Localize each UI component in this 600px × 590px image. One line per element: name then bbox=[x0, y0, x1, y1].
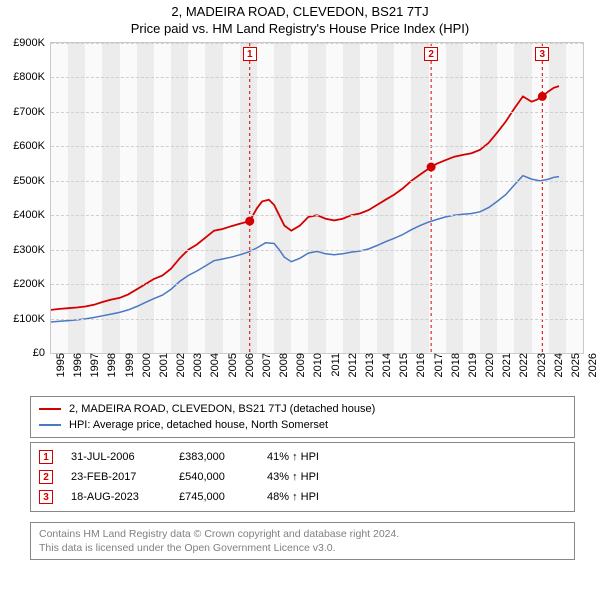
legend-label-property: 2, MADEIRA ROAD, CLEVEDON, BS21 7TJ (det… bbox=[69, 401, 375, 417]
marker-dot bbox=[427, 163, 435, 171]
y-tick-label: £600K bbox=[13, 140, 51, 152]
x-tick-label: 2008 bbox=[274, 353, 290, 377]
event-date: 31-JUL-2006 bbox=[71, 447, 161, 467]
y-tick-label: £0 bbox=[33, 347, 51, 359]
x-tick-label: 1998 bbox=[102, 353, 118, 377]
event-price: £745,000 bbox=[179, 487, 249, 507]
event-row: 1 31-JUL-2006 £383,000 41% ↑ HPI bbox=[39, 447, 566, 467]
marker-number-box: 2 bbox=[424, 47, 438, 61]
x-tick-label: 2005 bbox=[223, 353, 239, 377]
event-price: £540,000 bbox=[179, 467, 249, 487]
x-tick-label: 2004 bbox=[205, 353, 221, 377]
y-tick-label: £700K bbox=[13, 106, 51, 118]
x-tick-label: 2023 bbox=[532, 353, 548, 377]
event-number-box: 3 bbox=[39, 490, 53, 504]
gridline-h bbox=[51, 250, 583, 251]
x-tick-label: 1995 bbox=[51, 353, 67, 377]
y-tick-label: £200K bbox=[13, 278, 51, 290]
chart-title-line2: Price paid vs. HM Land Registry's House … bbox=[0, 21, 600, 36]
footer-box: Contains HM Land Registry data © Crown c… bbox=[30, 522, 575, 560]
event-pct: 43% ↑ HPI bbox=[267, 467, 319, 487]
event-number-box: 1 bbox=[39, 450, 53, 464]
x-tick-label: 1996 bbox=[68, 353, 84, 377]
event-pct: 48% ↑ HPI bbox=[267, 487, 319, 507]
x-tick-label: 2007 bbox=[257, 353, 273, 377]
y-tick-label: £800K bbox=[13, 71, 51, 83]
footer-line2: This data is licensed under the Open Gov… bbox=[39, 541, 566, 555]
y-tick-label: £500K bbox=[13, 175, 51, 187]
x-tick-label: 2015 bbox=[394, 353, 410, 377]
gridline-h bbox=[51, 319, 583, 320]
legend-box: 2, MADEIRA ROAD, CLEVEDON, BS21 7TJ (det… bbox=[30, 396, 575, 438]
event-pct: 41% ↑ HPI bbox=[267, 447, 319, 467]
event-row: 3 18-AUG-2023 £745,000 48% ↑ HPI bbox=[39, 487, 566, 507]
x-tick-label: 2006 bbox=[240, 353, 256, 377]
x-tick-label: 2011 bbox=[326, 353, 342, 377]
event-number-box: 2 bbox=[39, 470, 53, 484]
y-tick-label: £900K bbox=[13, 37, 51, 49]
chart-svg bbox=[51, 43, 583, 353]
marker-number-box: 3 bbox=[535, 47, 549, 61]
x-tick-label: 2019 bbox=[463, 353, 479, 377]
x-tick-label: 2026 bbox=[583, 353, 599, 377]
legend-label-hpi: HPI: Average price, detached house, Nort… bbox=[69, 417, 328, 433]
x-tick-label: 2012 bbox=[343, 353, 359, 377]
events-table: 1 31-JUL-2006 £383,000 41% ↑ HPI 2 23-FEB-201… bbox=[30, 442, 575, 512]
x-tick-label: 2017 bbox=[429, 353, 445, 377]
chart-title-line1: 2, MADEIRA ROAD, CLEVEDON, BS21 7TJ bbox=[0, 4, 600, 19]
x-tick-label: 2014 bbox=[377, 353, 393, 377]
event-date: 18-AUG-2023 bbox=[71, 487, 161, 507]
x-tick-label: 2010 bbox=[308, 353, 324, 377]
gridline-h bbox=[51, 284, 583, 285]
footer-line1: Contains HM Land Registry data © Crown c… bbox=[39, 527, 566, 541]
marker-number-box: 1 bbox=[243, 47, 257, 61]
gridline-h bbox=[51, 215, 583, 216]
y-tick-label: £100K bbox=[13, 313, 51, 325]
x-tick-label: 2000 bbox=[137, 353, 153, 377]
gridline-h bbox=[51, 112, 583, 113]
gridline-h bbox=[51, 43, 583, 44]
x-tick-label: 2025 bbox=[566, 353, 582, 377]
x-tick-label: 2003 bbox=[188, 353, 204, 377]
x-tick-label: 2001 bbox=[154, 353, 170, 377]
x-tick-label: 1999 bbox=[120, 353, 136, 377]
gridline-h bbox=[51, 181, 583, 182]
x-tick-label: 1997 bbox=[85, 353, 101, 377]
chart-plot-area: £0£100K£200K£300K£400K£500K£600K£700K£80… bbox=[50, 42, 584, 354]
x-tick-label: 2020 bbox=[480, 353, 496, 377]
x-tick-label: 2018 bbox=[446, 353, 462, 377]
x-tick-label: 2002 bbox=[171, 353, 187, 377]
gridline-h bbox=[51, 77, 583, 78]
x-tick-label: 2016 bbox=[411, 353, 427, 377]
legend-row-property: 2, MADEIRA ROAD, CLEVEDON, BS21 7TJ (det… bbox=[39, 401, 566, 417]
x-tick-label: 2022 bbox=[514, 353, 530, 377]
event-price: £383,000 bbox=[179, 447, 249, 467]
chart-title-block: 2, MADEIRA ROAD, CLEVEDON, BS21 7TJ Pric… bbox=[0, 0, 600, 38]
x-tick-label: 2021 bbox=[497, 353, 513, 377]
line-property bbox=[51, 86, 559, 310]
gridline-h bbox=[51, 146, 583, 147]
event-row: 2 23-FEB-2017 £540,000 43% ↑ HPI bbox=[39, 467, 566, 487]
x-tick-label: 2013 bbox=[360, 353, 376, 377]
x-tick-label: 2024 bbox=[549, 353, 565, 377]
marker-dot bbox=[538, 92, 546, 100]
marker-dot bbox=[246, 217, 254, 225]
legend-swatch-property bbox=[39, 408, 61, 410]
y-tick-label: £300K bbox=[13, 244, 51, 256]
x-tick-label: 2009 bbox=[291, 353, 307, 377]
y-tick-label: £400K bbox=[13, 209, 51, 221]
event-date: 23-FEB-2017 bbox=[71, 467, 161, 487]
legend-swatch-hpi bbox=[39, 424, 61, 426]
legend-row-hpi: HPI: Average price, detached house, Nort… bbox=[39, 417, 566, 433]
